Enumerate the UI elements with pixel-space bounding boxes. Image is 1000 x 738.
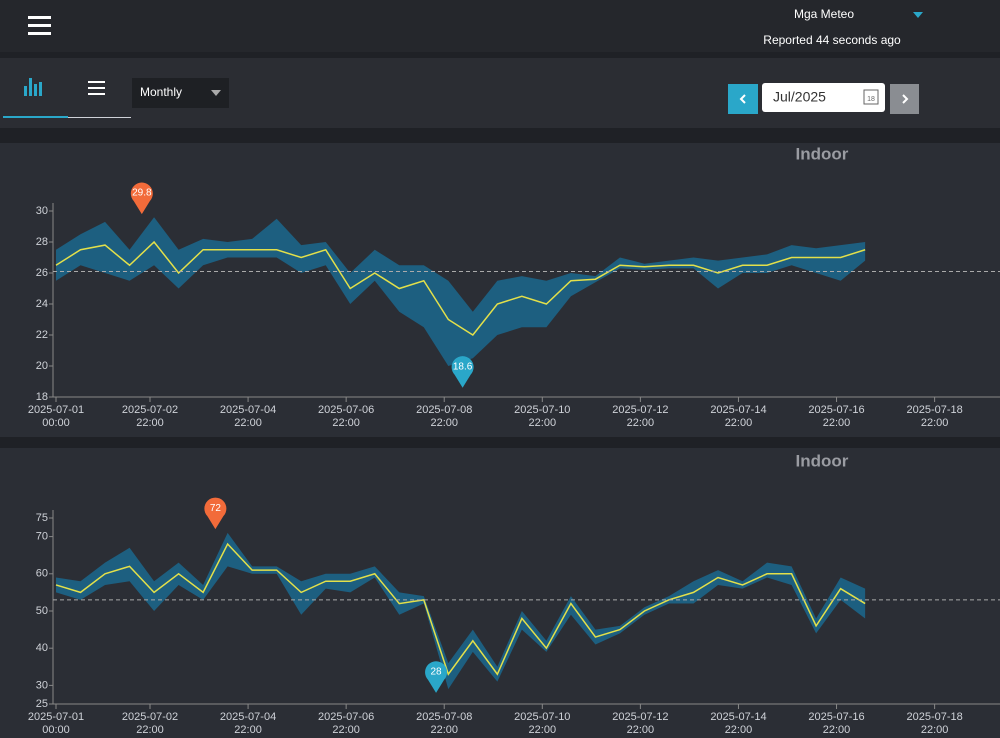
tab-underline: [3, 116, 68, 118]
x-tick-label: 2025-07-12 22:00: [612, 711, 668, 736]
chart-title: Indoor: [796, 451, 849, 470]
menu-icon: [28, 32, 51, 35]
menu-button[interactable]: [28, 16, 51, 35]
x-tick-label: 2025-07-01 00:00: [28, 404, 84, 429]
extreme-label: 72: [210, 503, 222, 514]
dropdown-arrow: [211, 90, 221, 96]
icon: [39, 82, 42, 96]
extreme-label: 28: [430, 666, 442, 677]
date-value: Jul/2025: [773, 89, 826, 105]
x-tick-label: 2025-07-16 22:00: [808, 711, 864, 736]
icon: [88, 81, 105, 83]
extreme-label: 29.8: [132, 188, 152, 199]
x-tick-label: 2025-07-12 22:00: [612, 404, 668, 429]
y-tick-label: 28: [36, 236, 48, 248]
y-tick-label: 30: [36, 679, 48, 691]
report-status: Reported 44 seconds ago: [763, 33, 901, 47]
y-tick-label: 40: [36, 642, 48, 654]
icon: [29, 78, 32, 96]
prev-button[interactable]: [728, 84, 758, 114]
prev-icon: [739, 94, 746, 104]
x-tick-label: 2025-07-01 00:00: [28, 711, 84, 736]
next-icon: [902, 94, 909, 104]
x-tick-label: 2025-07-06 22:00: [318, 404, 374, 429]
period-label: Monthly: [140, 85, 182, 99]
x-tick-label: 2025-07-04 22:00: [220, 404, 276, 429]
header-bar: [0, 0, 1000, 52]
y-tick-label: 24: [36, 298, 48, 310]
extreme-marker: [425, 661, 448, 693]
chart-view-tab[interactable]: [3, 78, 68, 118]
station-name[interactable]: Mga Meteo: [794, 7, 854, 21]
x-tick-label: 2025-07-16 22:00: [808, 404, 864, 429]
x-tick-label: 2025-07-14 22:00: [710, 404, 766, 429]
extreme-marker: [130, 182, 153, 215]
calendar-day: 18: [867, 96, 875, 103]
x-tick-label: 2025-07-02 22:00: [122, 711, 178, 736]
data-line: [55, 542, 866, 676]
data-line: [55, 240, 866, 336]
x-tick-label: 2025-07-02 22:00: [122, 404, 178, 429]
y-tick-label: 26: [36, 267, 48, 279]
icon: [34, 84, 37, 96]
y-tick-label: 18: [36, 391, 48, 403]
table-view-tab[interactable]: [68, 81, 131, 118]
date-input[interactable]: [762, 83, 885, 112]
x-tick-label: 2025-07-04 22:00: [220, 711, 276, 736]
x-tick-label: 2025-07-18 22:00: [906, 711, 962, 736]
x-tick-label: 2025-07-10 22:00: [514, 711, 570, 736]
y-tick-label: 22: [36, 329, 48, 341]
menu-icon: [28, 16, 51, 19]
x-tick-label: 2025-07-14 22:00: [710, 711, 766, 736]
x-tick-label: 2025-07-08 22:00: [416, 711, 472, 736]
y-tick-label: 70: [36, 531, 48, 543]
icon: [88, 87, 105, 89]
extreme-label: 18.6: [453, 361, 473, 372]
icon: [88, 93, 105, 95]
extreme-marker: [204, 497, 227, 530]
station-dropdown[interactable]: [913, 12, 923, 18]
y-tick-label: 50: [36, 605, 48, 617]
y-tick-label: 20: [36, 360, 48, 372]
y-tick-label: 60: [36, 568, 48, 580]
range-band: [56, 217, 866, 366]
chart-title: Indoor: [796, 144, 849, 163]
tab-underline: [68, 117, 131, 118]
next-button[interactable]: [890, 84, 919, 114]
menu-icon: [28, 24, 51, 27]
x-tick-label: 2025-07-08 22:00: [416, 404, 472, 429]
y-tick-label: 25: [36, 698, 48, 710]
icon: [24, 86, 27, 96]
calendar-icon[interactable]: [863, 89, 879, 105]
period-select[interactable]: [132, 78, 229, 108]
x-tick-label: 2025-07-06 22:00: [318, 711, 374, 736]
x-tick-label: 2025-07-10 22:00: [514, 404, 570, 429]
y-tick-label: 30: [36, 205, 48, 217]
y-tick-label: 75: [36, 512, 48, 524]
range-band: [56, 532, 866, 690]
extreme-marker: [451, 356, 474, 388]
x-tick-label: 2025-07-18 22:00: [906, 404, 962, 429]
